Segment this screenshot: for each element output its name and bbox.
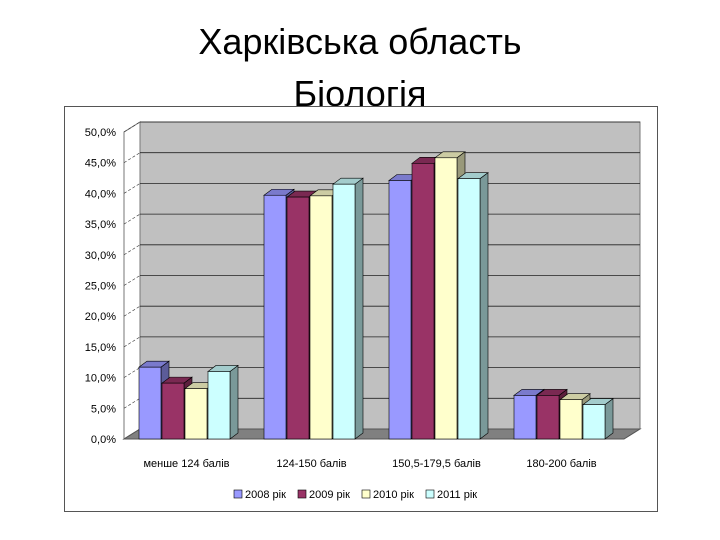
chart-side-wall <box>123 121 141 440</box>
bar-3-3 <box>434 157 458 440</box>
bar-3-2 <box>309 195 333 440</box>
legend-swatch <box>297 489 307 499</box>
gridline-side <box>123 336 141 348</box>
bar-2-4 <box>536 395 560 440</box>
bar-1-4 <box>513 395 537 440</box>
bar-4-1-side <box>229 364 239 440</box>
y-tick-label: 35,0% <box>85 219 116 231</box>
bar-2-1 <box>161 382 185 440</box>
y-tick-label: 25,0% <box>85 281 116 293</box>
legend-label: 2008 рік <box>245 489 286 501</box>
legend-label: 2009 рік <box>309 489 350 501</box>
x-category-label: 180-200 балів <box>526 458 596 470</box>
gridline-side <box>123 398 141 409</box>
x-category-label: 124-150 балів <box>276 458 346 470</box>
bar-1-3 <box>388 180 412 440</box>
y-tick-label: 30,0% <box>85 250 116 262</box>
gridline-side <box>123 305 141 317</box>
legend-swatch <box>425 489 435 499</box>
bar-4-3-side <box>479 172 489 440</box>
legend-swatch <box>361 489 371 499</box>
y-tick-label: 40,0% <box>85 188 116 200</box>
y-tick-label: 45,0% <box>85 158 116 170</box>
gridline-side <box>123 275 141 286</box>
gridline-side <box>123 152 141 163</box>
y-tick-label: 20,0% <box>85 311 116 323</box>
bar-4-1 <box>207 371 231 440</box>
y-tick-label: 10,0% <box>85 373 116 385</box>
gridline-side <box>123 244 141 256</box>
legend-label: 2010 рік <box>373 489 414 501</box>
bar-3-4 <box>559 399 583 440</box>
x-category-label: менше 124 балів <box>143 458 229 470</box>
gridline-side <box>123 121 141 133</box>
y-tick-label: 5,0% <box>91 403 116 415</box>
gridline-side <box>123 367 141 378</box>
x-category-label: 150,5-179,5 балів <box>392 458 481 470</box>
gridline-side <box>123 183 141 194</box>
bar-4-4 <box>582 404 606 440</box>
bar-2-3 <box>411 163 435 440</box>
bar-4-2 <box>332 183 356 440</box>
bar-4-3 <box>457 178 481 440</box>
y-tick-label: 50,0% <box>85 127 116 139</box>
bar-1-2 <box>263 194 287 440</box>
bar-1-1 <box>138 366 162 440</box>
legend-label: 2011 рік <box>437 489 477 501</box>
bar-2-2 <box>286 196 310 440</box>
y-tick-label: 15,0% <box>85 342 116 354</box>
bar-chart: 0,0% 5,0% 10,0% 15,0% 20,0% 25,0% 30,0% 35,0% 40… <box>85 121 642 501</box>
slide-subtitle: Біологія <box>293 73 427 114</box>
bar-3-1 <box>184 388 208 440</box>
bar-4-2-side <box>354 177 364 440</box>
gridline-side <box>123 213 141 225</box>
legend-swatch <box>233 489 243 499</box>
y-tick-label: 0,0% <box>91 434 116 446</box>
bar-4-4-side <box>604 398 614 440</box>
slide-title: Харківська область <box>198 21 522 62</box>
